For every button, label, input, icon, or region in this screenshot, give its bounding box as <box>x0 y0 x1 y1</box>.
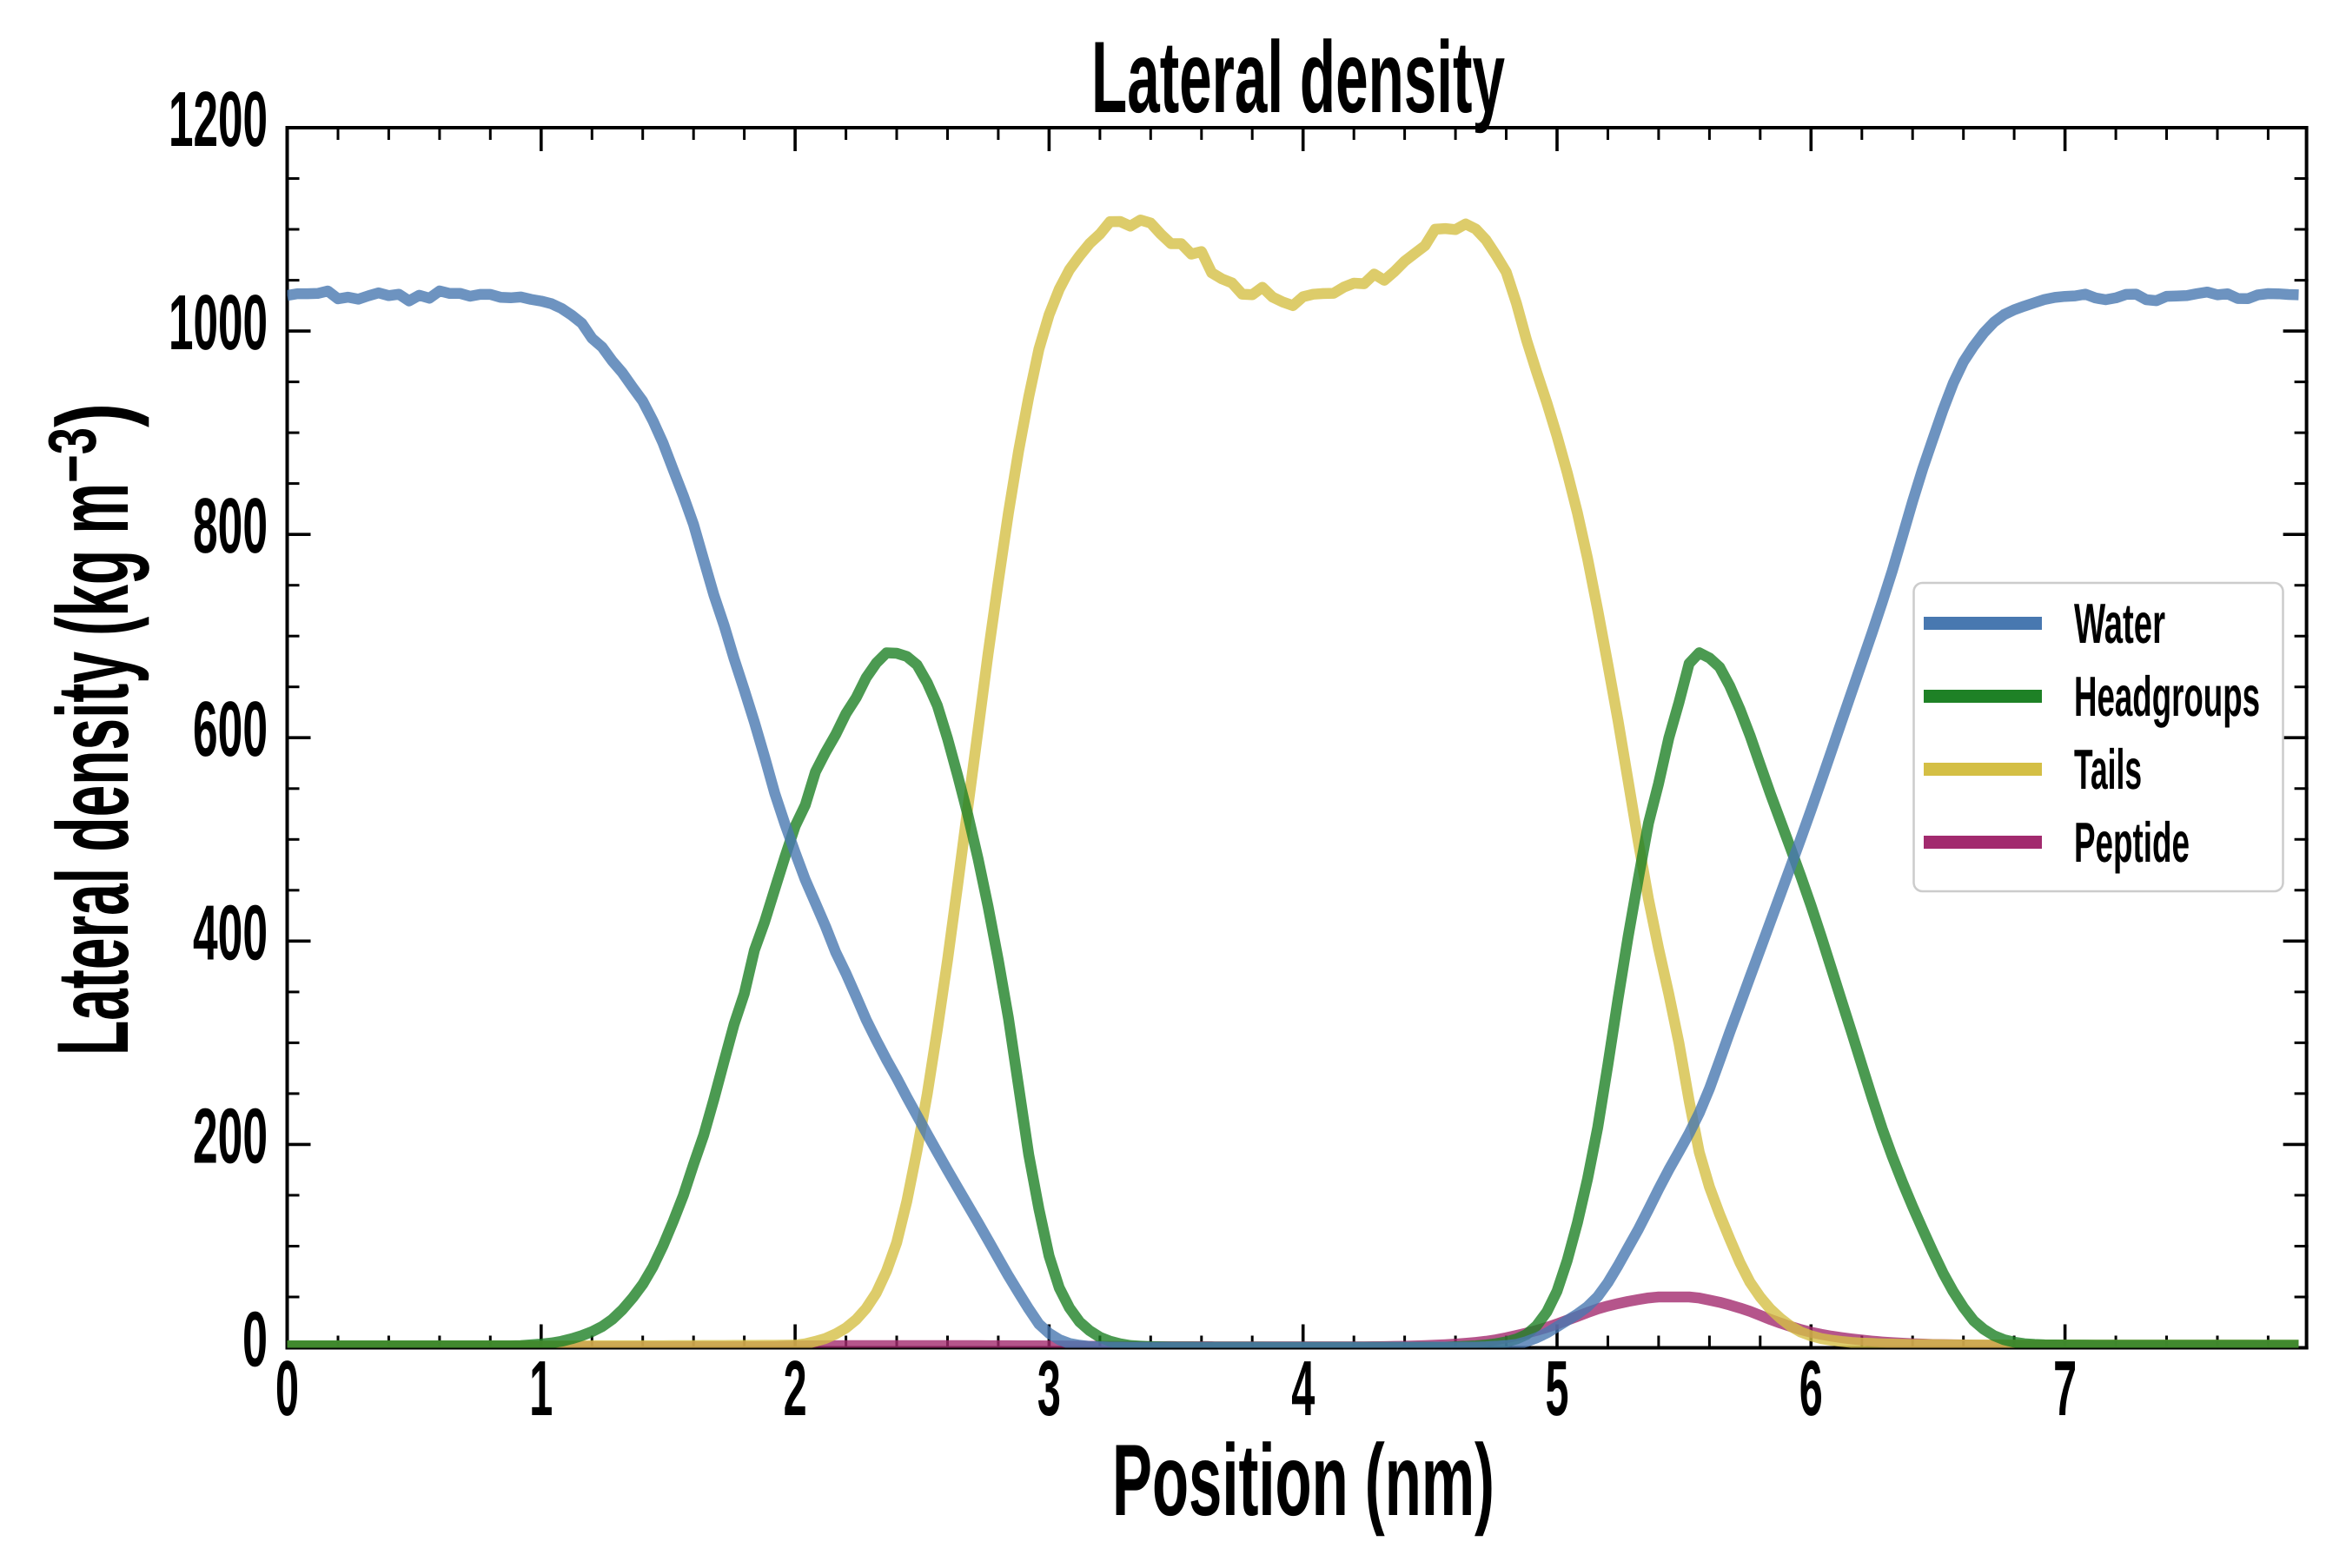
svg-text:Lateral density (kg m: Lateral density (kg m <box>36 483 149 1055</box>
svg-text:7: 7 <box>2053 1346 2077 1432</box>
svg-text:0: 0 <box>275 1346 299 1432</box>
svg-text:800: 800 <box>193 483 268 570</box>
svg-text:4: 4 <box>1291 1346 1315 1432</box>
svg-text:Water: Water <box>2074 592 2165 655</box>
svg-text:−3: −3 <box>34 427 110 483</box>
svg-text:200: 200 <box>193 1093 268 1180</box>
svg-text:600: 600 <box>193 686 268 773</box>
svg-text:6: 6 <box>1799 1346 1823 1432</box>
svg-text:Peptide: Peptide <box>2074 810 2190 874</box>
svg-text:400: 400 <box>193 890 268 976</box>
svg-text:1200: 1200 <box>169 76 268 163</box>
svg-text:Tails: Tails <box>2074 738 2142 801</box>
svg-text:0: 0 <box>242 1297 268 1384</box>
svg-text:Position (nm): Position (nm) <box>1112 1423 1494 1537</box>
svg-text:Headgroups: Headgroups <box>2074 665 2260 728</box>
svg-text:1: 1 <box>529 1346 553 1432</box>
svg-text:3: 3 <box>1037 1346 1061 1432</box>
svg-text:1000: 1000 <box>169 280 268 367</box>
svg-text:2: 2 <box>784 1346 807 1432</box>
svg-text:Lateral density: Lateral density <box>1091 20 1505 134</box>
svg-text:): ) <box>36 403 149 427</box>
svg-text:5: 5 <box>1546 1346 1569 1432</box>
